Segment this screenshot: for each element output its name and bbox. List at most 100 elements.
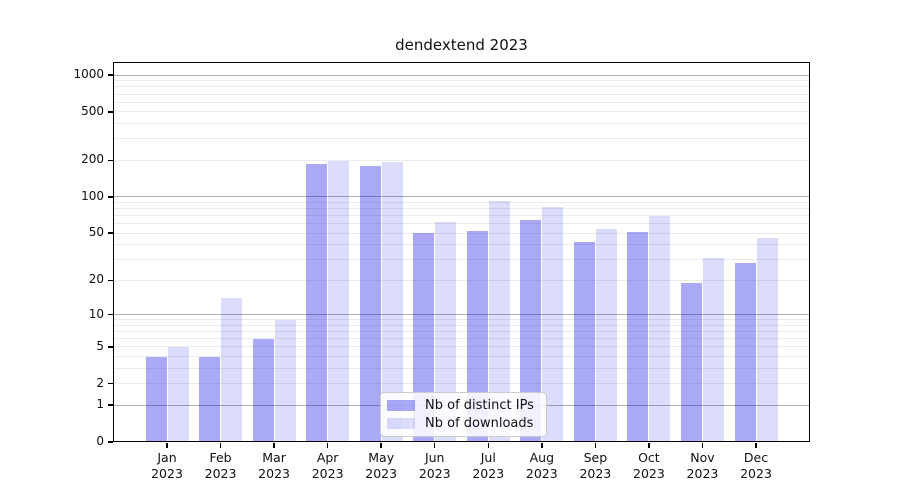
gridline-minor (113, 101, 810, 103)
y-tick-mark (108, 159, 113, 162)
gridline-major (113, 196, 810, 198)
gridline-minor (113, 159, 810, 161)
bar-distinct-ips-may (359, 165, 381, 442)
gridline-minor (113, 338, 810, 340)
gridline-minor (113, 356, 810, 358)
bar-distinct-ips-mar (252, 338, 274, 442)
gridline-minor (113, 319, 810, 321)
y-tick-mark (108, 74, 113, 76)
bar-distinct-ips-jun (413, 233, 435, 442)
y-tick-label: 5 (96, 338, 104, 353)
y-tick-label: 20 (88, 272, 104, 287)
x-tick-label: Sep 2023 (579, 450, 612, 481)
y-tick-label: 10 (88, 306, 104, 321)
y-tick-label: 1000 (73, 67, 104, 82)
bar-downloads-apr (328, 161, 350, 442)
y-tick-label: 1 (96, 397, 104, 412)
gridline-minor (113, 215, 810, 217)
bar-downloads-jan (167, 346, 189, 442)
bar-distinct-ips-jan (145, 356, 167, 442)
y-tick-label: 50 (88, 225, 104, 240)
x-tick-mark (380, 443, 382, 448)
gridline-minor (113, 244, 810, 246)
gridline-major (113, 314, 810, 316)
bar-downloads-nov (702, 257, 724, 442)
bar-distinct-ips-dec (734, 263, 756, 442)
x-tick-label: Jul 2023 (472, 450, 505, 481)
y-tick-mark (108, 232, 113, 234)
bar-downloads-sep (595, 229, 617, 442)
x-tick-label: Mar 2023 (258, 450, 290, 481)
x-tick-label: Oct 2023 (633, 450, 665, 481)
x-tick-mark (166, 443, 168, 448)
bar-downloads-may (381, 162, 403, 442)
y-tick-mark (108, 111, 113, 113)
y-tick-mark (108, 441, 113, 443)
x-tick-label: Jan 2023 (151, 450, 183, 481)
gridline-minor (113, 111, 810, 113)
legend-label-downloads: Nb of downloads (425, 416, 534, 431)
chart-title: dendextend 2023 (395, 36, 528, 54)
bar-distinct-ips-sep (573, 242, 595, 442)
bar-distinct-ips-aug (520, 219, 542, 442)
y-tick-mark (108, 346, 113, 348)
legend-swatch-distinct-ips (387, 400, 415, 411)
gridline-minor (113, 383, 810, 385)
x-tick-mark (326, 443, 329, 448)
x-tick-mark (433, 443, 436, 448)
x-tick-mark (273, 443, 275, 448)
gridline-minor (113, 324, 810, 326)
y-tick-mark (108, 196, 113, 198)
bar-distinct-ips-oct (627, 232, 649, 442)
gridline-minor (113, 80, 810, 82)
y-tick-label: 500 (81, 103, 104, 118)
gridline-minor (113, 208, 810, 210)
x-tick-label: Aug 2023 (525, 450, 558, 481)
bar-downloads-jun (435, 221, 457, 442)
y-tick-label: 0 (96, 434, 104, 448)
bar-distinct-ips-feb (199, 356, 221, 442)
bar-downloads-oct (649, 215, 671, 442)
gridline-minor (113, 138, 810, 140)
legend-swatch-downloads (387, 418, 415, 429)
gridline-minor (113, 279, 810, 281)
bar-distinct-ips-nov (680, 282, 702, 442)
gridline-minor (113, 93, 810, 95)
legend-row-downloads: Nb of downloads (387, 416, 540, 431)
x-tick-mark (487, 443, 490, 448)
x-tick-mark (701, 443, 704, 448)
gridline-minor (113, 232, 810, 234)
x-tick-label: Feb 2023 (204, 450, 237, 481)
bar-downloads-mar (274, 319, 296, 442)
gridline-minor (113, 346, 810, 348)
y-tick-mark (108, 313, 113, 316)
gridline-minor (113, 331, 810, 333)
y-tick-label: 2 (96, 375, 104, 390)
bar-downloads-jul (488, 201, 510, 442)
gridline-minor (113, 201, 810, 203)
bar-downloads-feb (221, 298, 243, 442)
x-tick-label: Dec 2023 (740, 450, 772, 481)
x-tick-label: Jun 2023 (418, 450, 451, 481)
legend-label-distinct-ips: Nb of distinct IPs (425, 398, 534, 413)
x-tick-mark (648, 443, 650, 448)
x-tick-mark (219, 443, 222, 448)
x-tick-mark (755, 443, 757, 448)
y-tick-label: 200 (81, 152, 104, 167)
x-tick-label: Nov 2023 (686, 450, 719, 481)
gridline-major (113, 74, 810, 76)
bar-distinct-ips-jul (466, 231, 488, 442)
x-tick-mark (541, 443, 543, 448)
gridline-minor (113, 367, 810, 369)
gridline-minor (113, 259, 810, 261)
x-tick-mark (594, 443, 597, 448)
y-tick-mark (108, 382, 113, 385)
gridline-minor (113, 223, 810, 225)
y-tick-label: 100 (81, 188, 104, 203)
x-tick-label: Apr 2023 (311, 450, 344, 481)
legend: Nb of distinct IPs Nb of downloads (380, 392, 547, 437)
gridline-minor (113, 86, 810, 88)
